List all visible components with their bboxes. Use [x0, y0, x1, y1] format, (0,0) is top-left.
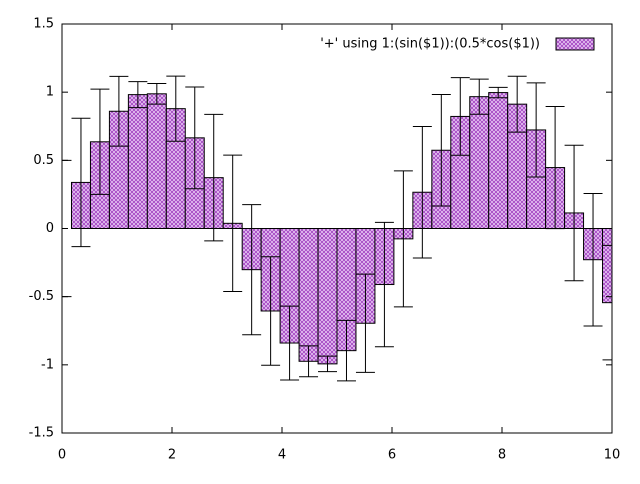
y-tick-label: -0.5 [29, 289, 54, 304]
error-bar [318, 355, 337, 373]
error-bar [564, 144, 584, 282]
legend-label: '+' using 1:(sin($1)):(0.5*cos($1)) [320, 37, 540, 52]
error-bar [488, 86, 508, 99]
x-tick-label: 4 [278, 448, 286, 463]
error-bar [299, 345, 319, 378]
error-bar [166, 75, 186, 142]
x-tick-label: 2 [168, 448, 176, 463]
bar [602, 228, 612, 304]
error-bar [526, 82, 546, 178]
error-bar [393, 170, 413, 308]
y-tick-label: 1.5 [33, 17, 54, 32]
error-bar [583, 192, 603, 327]
error-bar [280, 305, 300, 381]
error-bar [412, 126, 432, 259]
bar [469, 96, 490, 229]
error-bar [431, 93, 451, 207]
error-bar [185, 86, 205, 190]
error-bar [469, 78, 489, 115]
plot-area [62, 75, 612, 382]
error-bar [545, 105, 565, 230]
y-tick-label: -1.5 [29, 426, 54, 441]
error-bar [507, 75, 527, 133]
bar [127, 94, 148, 229]
bar [488, 92, 509, 229]
error-bar [128, 81, 148, 109]
legend-swatch [555, 37, 595, 51]
y-tick-label: 0.5 [33, 153, 54, 168]
error-bar [204, 113, 224, 242]
error-bar [261, 256, 281, 366]
x-tick-label: 6 [388, 448, 396, 463]
error-bar [355, 273, 375, 373]
x-tick-label: 0 [58, 448, 66, 463]
bar [298, 228, 319, 362]
error-bar [147, 82, 167, 105]
x-tick-label: 10 [604, 448, 621, 463]
y-tick-label: 0 [46, 221, 54, 236]
y-tick-label: -1 [41, 357, 54, 372]
error-bar [450, 77, 470, 156]
error-bar [71, 117, 91, 248]
y-tick-label: 1 [46, 85, 54, 100]
error-bar [223, 154, 243, 292]
error-bar [109, 75, 129, 147]
error-bar [602, 244, 612, 361]
error-bar [90, 88, 110, 195]
bar [146, 93, 167, 229]
bar [317, 228, 338, 365]
error-bar [337, 319, 356, 382]
x-tick-label: 8 [498, 448, 506, 463]
error-bar [374, 221, 394, 348]
error-bar [242, 204, 262, 336]
